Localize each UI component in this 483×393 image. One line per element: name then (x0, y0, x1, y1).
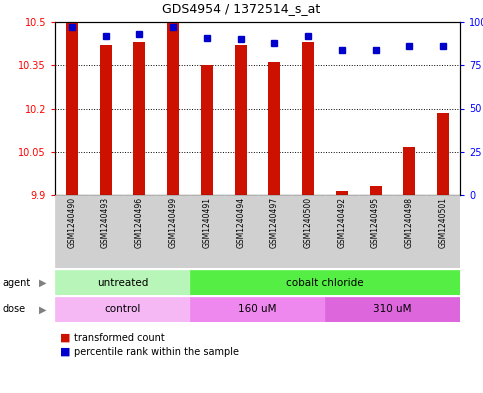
Text: GSM1240492: GSM1240492 (337, 197, 346, 248)
Text: percentile rank within the sample: percentile rank within the sample (74, 347, 239, 357)
Bar (133, 42, 145, 195)
Bar (269, 62, 280, 195)
Bar (224, 195, 257, 268)
Bar (66, 22, 78, 195)
Bar (403, 147, 415, 195)
Text: transformed count: transformed count (74, 333, 165, 343)
Text: GSM1240495: GSM1240495 (371, 197, 380, 248)
Bar (123, 195, 156, 268)
Text: ■: ■ (60, 333, 71, 343)
Bar (336, 191, 348, 195)
Text: cobalt chloride: cobalt chloride (286, 277, 364, 288)
Text: agent: agent (2, 277, 30, 288)
Bar (190, 195, 224, 268)
Text: GSM1240496: GSM1240496 (135, 197, 144, 248)
Text: ▶: ▶ (39, 305, 47, 314)
Bar (235, 45, 246, 195)
Bar (369, 186, 382, 195)
Bar (325, 195, 359, 268)
Bar (437, 113, 449, 195)
Text: 310 uM: 310 uM (373, 305, 412, 314)
Bar (325, 297, 460, 322)
Text: dose: dose (2, 305, 26, 314)
Bar (55, 195, 89, 268)
Text: GSM1240497: GSM1240497 (270, 197, 279, 248)
Bar (99, 45, 112, 195)
Bar (291, 195, 325, 268)
Bar (201, 65, 213, 195)
Text: control: control (104, 305, 141, 314)
Bar (393, 195, 426, 268)
Bar (359, 195, 393, 268)
Text: ■: ■ (60, 347, 71, 357)
Bar (302, 42, 314, 195)
Text: GSM1240491: GSM1240491 (202, 197, 212, 248)
Bar (167, 22, 179, 195)
Bar (190, 297, 325, 322)
Text: untreated: untreated (97, 277, 148, 288)
Text: GSM1240493: GSM1240493 (101, 197, 110, 248)
Bar (426, 195, 460, 268)
Text: ▶: ▶ (39, 277, 47, 288)
Text: GSM1240498: GSM1240498 (405, 197, 414, 248)
Text: GSM1240494: GSM1240494 (236, 197, 245, 248)
Bar (156, 195, 190, 268)
Text: GDS4954 / 1372514_s_at: GDS4954 / 1372514_s_at (162, 2, 321, 15)
Text: GSM1240500: GSM1240500 (304, 197, 313, 248)
Text: GSM1240499: GSM1240499 (169, 197, 178, 248)
Text: 160 uM: 160 uM (238, 305, 277, 314)
Bar (190, 270, 460, 295)
Text: GSM1240490: GSM1240490 (67, 197, 76, 248)
Text: GSM1240501: GSM1240501 (439, 197, 448, 248)
Bar (55, 270, 190, 295)
Bar (89, 195, 123, 268)
Bar (55, 297, 190, 322)
Bar (257, 195, 291, 268)
